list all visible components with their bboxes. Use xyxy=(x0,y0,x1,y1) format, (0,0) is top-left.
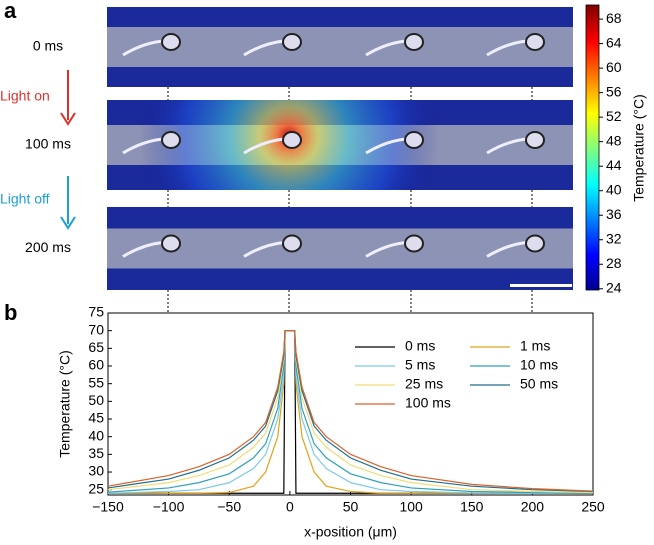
colorbar-tick-label: 68 xyxy=(606,10,622,26)
image-strips xyxy=(107,7,573,290)
colorbar-tick-label: 44 xyxy=(606,157,622,173)
y-tick-label: 65 xyxy=(88,339,104,355)
cell-tail xyxy=(122,137,164,155)
colorbar-tick-label: 28 xyxy=(606,255,622,271)
y-tick-label: 25 xyxy=(88,480,104,496)
cell-tail xyxy=(243,39,285,57)
cell-tail xyxy=(365,241,407,258)
cell-tail xyxy=(243,241,285,258)
legend-label: 1 ms xyxy=(520,338,550,354)
x-tick-label: −100 xyxy=(153,499,185,515)
colorbar-tick-label: 60 xyxy=(606,59,622,75)
x-tick-label: 150 xyxy=(460,499,484,515)
colorbar-label: Temperature (°C) xyxy=(631,94,647,202)
colorbar-tick-label: 32 xyxy=(606,230,622,246)
colorbar-tick-label: 36 xyxy=(606,206,622,222)
scale-bar xyxy=(510,284,572,287)
line xyxy=(107,330,594,494)
legend-label: 100 ms xyxy=(405,395,451,411)
panel-label: a xyxy=(4,0,17,23)
y-tick-label: 75 xyxy=(88,304,104,320)
colorbar-tick-label: 52 xyxy=(606,108,622,124)
cell-head xyxy=(161,131,181,149)
line xyxy=(107,330,594,492)
cell-head xyxy=(282,131,302,149)
x-tick-label: 50 xyxy=(343,499,359,515)
colorbar-tick-label: 24 xyxy=(606,279,622,295)
row-label: 0 ms xyxy=(33,38,63,54)
arrow-head xyxy=(60,216,76,230)
cell-head xyxy=(404,33,424,51)
x-tick-label: 100 xyxy=(399,499,423,515)
y-tick-label: 55 xyxy=(88,374,104,390)
arrow-head xyxy=(60,112,76,126)
cell-channel xyxy=(107,228,573,269)
row-label: 200 ms xyxy=(25,239,71,255)
cell-head xyxy=(525,131,545,149)
cell-head xyxy=(525,33,545,51)
cell-head xyxy=(161,33,181,51)
cell-tail xyxy=(486,137,528,155)
heat-map xyxy=(107,100,573,190)
cell-head xyxy=(404,131,424,149)
x-tick-label: 200 xyxy=(521,499,545,515)
legend-label: 10 ms xyxy=(520,357,558,373)
y-tick-label: 45 xyxy=(88,410,104,426)
legend-label: 50 ms xyxy=(520,376,558,392)
x-axis-label: x-position (μm) xyxy=(304,524,397,540)
cell-tail xyxy=(365,137,407,155)
cell-tail xyxy=(486,241,528,258)
annotation: Light on xyxy=(0,88,50,104)
cell-head xyxy=(282,33,302,51)
cell-tail xyxy=(122,39,164,57)
y-tick-label: 60 xyxy=(88,357,104,373)
line xyxy=(108,330,593,494)
y-tick-label: 35 xyxy=(88,445,104,461)
y-tick-label: 70 xyxy=(88,321,104,337)
colorbar-tick-label: 56 xyxy=(606,83,622,99)
y-tick-label: 50 xyxy=(88,392,104,408)
x-tick-label: −150 xyxy=(92,499,124,515)
row-label: 100 ms xyxy=(25,136,71,152)
y-tick-label: 40 xyxy=(88,427,104,443)
cell-channel xyxy=(107,27,573,67)
panel-label: b xyxy=(4,300,17,325)
colorbar xyxy=(585,4,600,291)
colorbar-tick-label: 64 xyxy=(606,34,622,50)
legend-label: 0 ms xyxy=(405,338,435,354)
x-tick-label: −50 xyxy=(217,499,241,515)
x-tick-label: 0 xyxy=(286,499,294,515)
line xyxy=(108,330,593,494)
colorbar-tick-label: 48 xyxy=(606,132,622,148)
legend-label: 25 ms xyxy=(405,376,443,392)
annotation: Light off xyxy=(0,191,50,207)
cell-tail xyxy=(365,39,407,57)
cell-head xyxy=(282,234,302,253)
cell-head xyxy=(525,234,545,253)
cell-head xyxy=(161,234,181,253)
y-tick-label: 30 xyxy=(88,463,104,479)
line xyxy=(107,330,593,494)
line xyxy=(107,330,594,493)
y-axis-label: Temperature (°C) xyxy=(57,350,73,458)
cell-head xyxy=(404,234,424,253)
x-tick-label: 250 xyxy=(581,499,605,515)
colorbar-tick-label: 40 xyxy=(606,181,622,197)
legend-label: 5 ms xyxy=(405,357,435,373)
cell-tail xyxy=(486,39,528,57)
line xyxy=(107,330,594,494)
cell-tail xyxy=(122,241,164,258)
cell-tail xyxy=(243,137,285,155)
